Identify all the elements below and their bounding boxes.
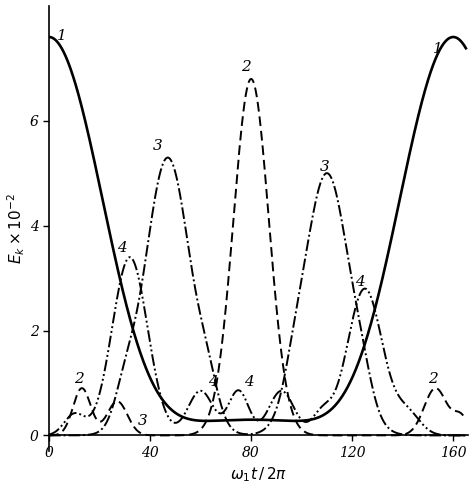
Text: 4: 4 <box>244 374 253 389</box>
Text: 2: 2 <box>428 372 438 386</box>
Text: 3: 3 <box>319 160 329 174</box>
X-axis label: $\omega_1 t\,/\,2\pi$: $\omega_1 t\,/\,2\pi$ <box>230 465 287 484</box>
Text: 4: 4 <box>208 374 218 389</box>
Text: 1: 1 <box>433 42 443 56</box>
Text: 4: 4 <box>355 275 365 289</box>
Text: 3: 3 <box>137 414 147 428</box>
Text: 4: 4 <box>117 241 127 255</box>
Text: 3: 3 <box>153 139 163 153</box>
Text: 2: 2 <box>74 372 84 386</box>
Text: 1: 1 <box>56 29 66 43</box>
Text: 2: 2 <box>241 60 251 74</box>
Y-axis label: $E_k \times 10^{-2}$: $E_k \times 10^{-2}$ <box>6 193 27 264</box>
